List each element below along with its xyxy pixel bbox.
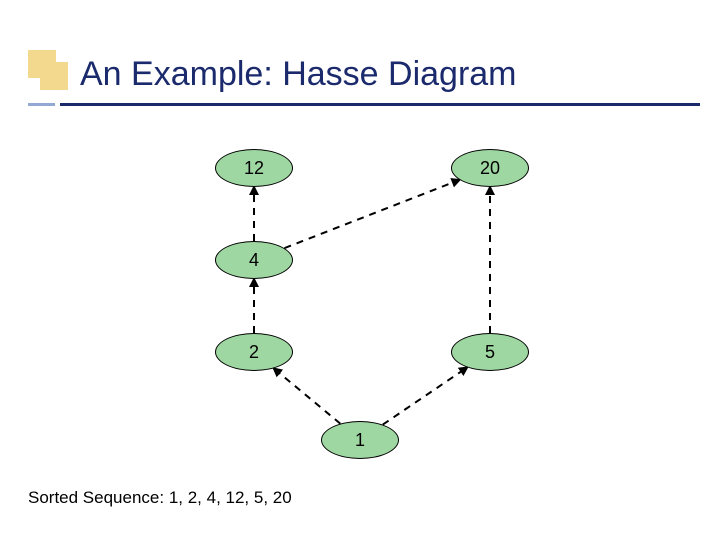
node-20: 20 [451,149,529,187]
node-1: 1 [321,421,399,459]
edge-n4-n20 [284,180,459,248]
node-5: 5 [451,333,529,371]
title-underline-long [60,103,700,106]
edge-n1-n2 [274,368,341,423]
node-12: 12 [215,149,293,187]
sorted-sequence-caption: Sorted Sequence: 1, 2, 4, 12, 5, 20 [28,488,292,508]
edge-n1-n5 [383,367,467,424]
title-underline-short [28,103,55,106]
page-title: An Example: Hasse Diagram [80,55,517,94]
node-4: 4 [215,241,293,279]
node-2: 2 [215,333,293,371]
decor-square-2 [40,62,68,90]
